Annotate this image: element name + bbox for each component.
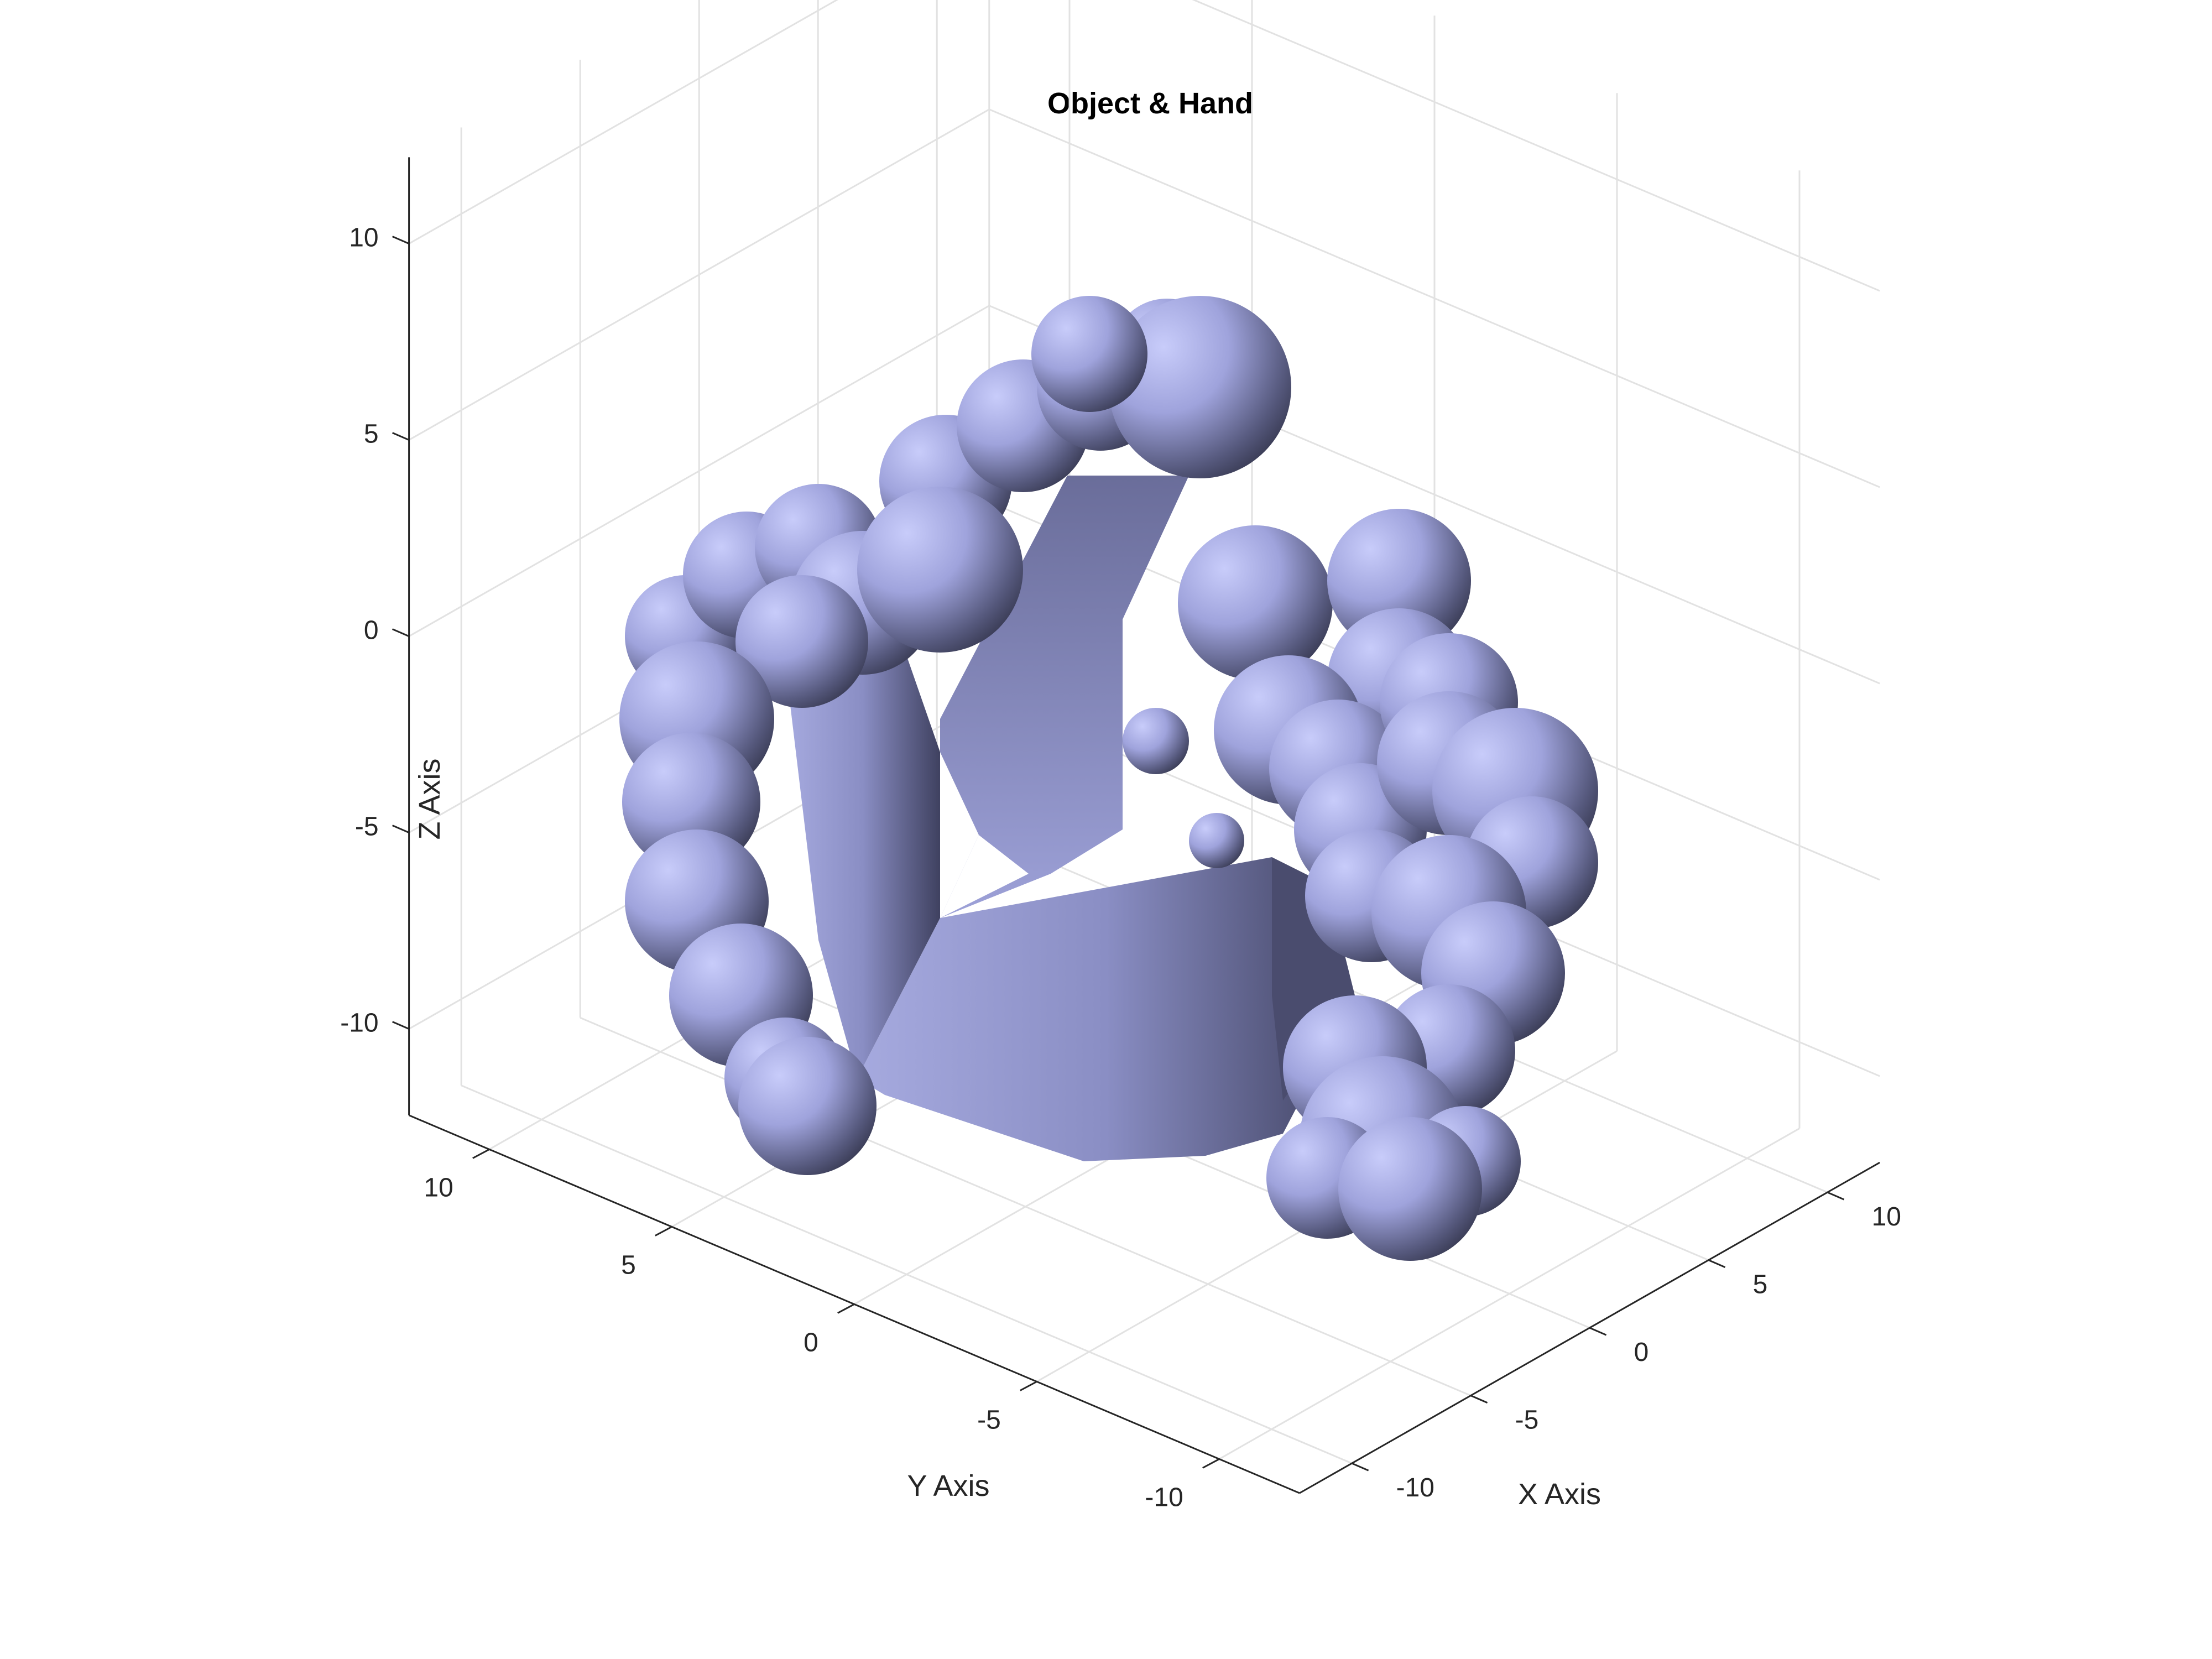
palm-base [857,857,1355,1161]
tick-labels: -10 -5 0 5 10 -10 -5 0 5 10 -10 -5 0 5 10 [340,223,1901,1512]
x-tick-label: 0 [1634,1338,1649,1367]
y-tick-mark [837,1303,855,1314]
y-tick-label: 0 [804,1328,818,1357]
finger-sphere [1123,708,1189,774]
x-tick-label: -5 [1515,1406,1539,1435]
y-tick-label: -10 [1145,1483,1183,1512]
x-tick-mark [1470,1395,1488,1404]
z-tick-mark [392,1021,410,1030]
hand-object-surface [785,476,1355,1161]
grid-line-wall-y-z [408,108,990,441]
y-tick-mark [472,1149,490,1159]
x-tick-mark [1589,1327,1607,1336]
z-tick-mark [392,825,410,833]
y-tick-label: -5 [977,1405,1001,1434]
z-tick-label: -5 [355,812,379,842]
x-tick-label: -10 [1396,1473,1434,1503]
grid-line-wall-x-z [989,108,1880,488]
finger-sphere [1178,525,1333,680]
z-tick-label: 10 [349,223,378,253]
finger-sphere [1189,813,1244,868]
y-tick-mark [1020,1381,1037,1391]
y-tick-mark [1202,1458,1220,1469]
palm-back-wall [940,476,1189,918]
grid-line-wall-y-z [408,0,838,244]
finger-spheres [619,296,1598,1261]
finger-sphere [1031,296,1147,412]
z-axis-label: Z Axis [413,758,446,839]
finger-sphere [1327,509,1471,653]
x-tick-mark [1827,1191,1845,1201]
y-axis-label: Y Axis [907,1469,989,1503]
finger-sphere [1338,1117,1482,1261]
z-tick-label: 0 [364,616,379,645]
chart-title: Object & Hand [1047,87,1253,120]
y-tick-mark [655,1226,672,1237]
palm-inner-shadow [940,752,979,918]
y-tick-label: 5 [621,1250,636,1280]
finger-sphere [735,575,868,708]
palm-inner-gap [940,835,1029,918]
z-tick-mark [392,432,410,441]
z-tick-mark [392,236,410,244]
z-tick-mark [392,628,410,637]
y-tick-label: 10 [424,1173,453,1202]
z-tick-label: -10 [340,1009,378,1038]
grid-line-wall-x-z [1192,0,1880,292]
x-tick-mark [1708,1259,1726,1268]
x-tick-label: 5 [1753,1270,1768,1300]
finger-sphere [1109,296,1291,478]
finger-sphere [857,487,1023,653]
z-tick-label: 5 [364,420,379,449]
x-axis-label: X Axis [1518,1478,1601,1511]
x-tick-label: 10 [1872,1202,1901,1232]
palm-left-wall [785,625,940,1078]
finger-sphere [738,1037,877,1175]
x-tick-mark [1352,1462,1369,1472]
